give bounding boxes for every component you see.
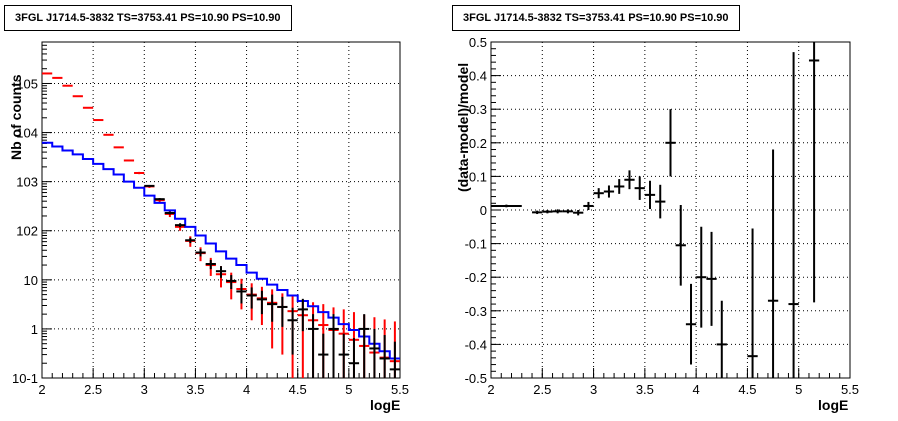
right-chart-title: 3FGL J1714.5-3832 TS=3753.41 PS=10.90 PS… bbox=[452, 5, 740, 31]
plot-frame bbox=[490, 41, 851, 379]
right-y-axis-label: (data-model)/model bbox=[455, 62, 471, 192]
x-tick-label: 3.5 bbox=[636, 382, 654, 397]
x-tick-label: 4 bbox=[693, 382, 700, 397]
x-tick-label: 3 bbox=[141, 382, 148, 397]
y-tick-label: -0.3 bbox=[465, 304, 487, 319]
x-tick-label: 5.5 bbox=[391, 382, 409, 397]
y-tick-label: 0.3 bbox=[469, 102, 487, 117]
y-tick-label: 103 bbox=[16, 175, 38, 190]
x-tick-label: 5.5 bbox=[841, 382, 859, 397]
x-tick-label: 3 bbox=[590, 382, 597, 397]
y-tick-label: -0.5 bbox=[465, 371, 487, 386]
y-tick-label: 1 bbox=[31, 322, 38, 337]
y-tick-label: 0.1 bbox=[469, 169, 487, 184]
y-tick-label: -0.4 bbox=[465, 337, 487, 352]
y-tick-label: 105 bbox=[16, 76, 38, 91]
y-tick-label: 102 bbox=[16, 224, 38, 239]
left-x-axis-label: logE bbox=[370, 397, 401, 413]
y-tick-label: 10-1 bbox=[12, 371, 38, 386]
x-tick-label: 4.5 bbox=[738, 382, 756, 397]
x-tick-label: 5 bbox=[795, 382, 802, 397]
step-line bbox=[42, 141, 400, 360]
x-tick-label: 2 bbox=[487, 382, 494, 397]
y-tick-label: -0.2 bbox=[465, 270, 487, 285]
series-0 bbox=[491, 42, 820, 378]
x-tick-label: 4.5 bbox=[289, 382, 307, 397]
plot-frame bbox=[41, 41, 401, 379]
right-x-axis-label: logE bbox=[818, 397, 849, 413]
x-tick-label: 2.5 bbox=[533, 382, 551, 397]
x-tick-label: 5 bbox=[345, 382, 352, 397]
series-2 bbox=[144, 184, 400, 378]
y-tick-label: 0.4 bbox=[469, 69, 487, 84]
y-tick-label: -0.1 bbox=[465, 237, 487, 252]
y-tick-label: 0.2 bbox=[469, 136, 487, 151]
left-chart-title: 3FGL J1714.5-3832 TS=3753.41 PS=10.90 PS… bbox=[4, 5, 292, 31]
x-tick-label: 2 bbox=[38, 382, 45, 397]
x-tick-label: 4 bbox=[243, 382, 250, 397]
y-tick-label: 10 bbox=[24, 273, 38, 288]
left-y-axis-label: Nb of counts bbox=[8, 74, 24, 160]
y-tick-label: 104 bbox=[16, 126, 38, 141]
y-tick-label: 0.5 bbox=[469, 35, 487, 50]
series-0 bbox=[42, 72, 400, 378]
x-tick-label: 3.5 bbox=[186, 382, 204, 397]
x-tick-label: 2.5 bbox=[84, 382, 102, 397]
y-tick-label: 0 bbox=[480, 203, 487, 218]
series-1 bbox=[42, 141, 400, 360]
